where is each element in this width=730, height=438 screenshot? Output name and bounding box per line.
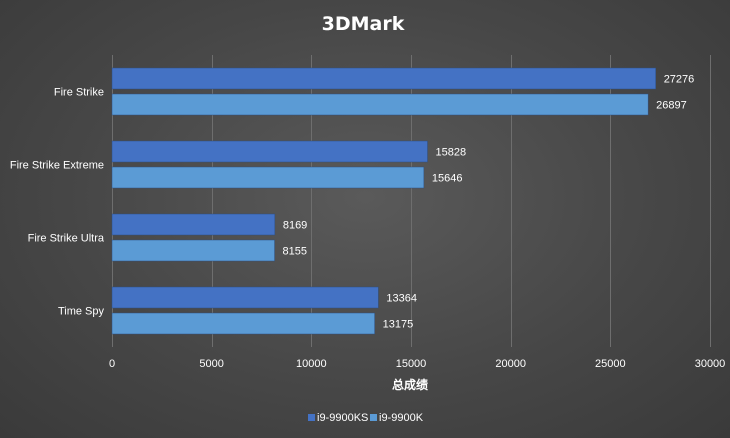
x-tick-label: 0 [109, 358, 115, 370]
x-tick-label: 5000 [199, 358, 223, 370]
legend-swatch [308, 414, 315, 421]
bar-i9-9900KS [111, 140, 428, 163]
bar-i9-9900K [111, 93, 649, 116]
x-axis-title: 总成绩 [392, 377, 428, 392]
category-label: Fire Strike Extreme [10, 160, 104, 172]
bar-i9-9900KS [111, 213, 276, 236]
legend-label: i9-9900K [379, 412, 424, 424]
value-label: 13175 [383, 319, 414, 331]
x-tick-label: 25000 [595, 358, 626, 370]
value-label: 15828 [436, 147, 467, 159]
bar-i9-9900KS [111, 286, 379, 309]
x-tick-label: 20000 [495, 358, 526, 370]
category-label: Fire Strike Ultra [28, 233, 105, 245]
category-label: Time Spy [58, 306, 105, 318]
bars: 27276 26897 15828 15646 8169 8155 13364 13175 [111, 67, 695, 335]
x-tick-label: 10000 [296, 358, 327, 370]
value-label: 26897 [656, 100, 687, 112]
category-labels: Fire Strike Fire Strike Extreme Fire Strik… [10, 87, 105, 318]
legend-swatch [370, 414, 377, 421]
bar-i9-9900KS [111, 67, 656, 90]
tick-labels: 0 5000 10000 15000 20000 25000 30000 [109, 358, 725, 370]
value-label: 8155 [283, 246, 307, 258]
chart-title: 3DMark [322, 13, 405, 35]
x-tick-label: 15000 [396, 358, 427, 370]
bar-i9-9900K [111, 166, 425, 189]
value-label: 13364 [386, 293, 417, 305]
value-label: 8169 [283, 220, 307, 232]
legend: i9-9900KS i9-9900K [308, 412, 424, 424]
bar-i9-9900K [111, 312, 375, 335]
legend-label: i9-9900KS [317, 412, 368, 424]
value-label: 15646 [432, 173, 463, 185]
value-label: 27276 [664, 74, 695, 86]
category-label: Fire Strike [54, 87, 104, 99]
bar-i9-9900K [111, 239, 275, 262]
x-tick-label: 30000 [695, 358, 726, 370]
